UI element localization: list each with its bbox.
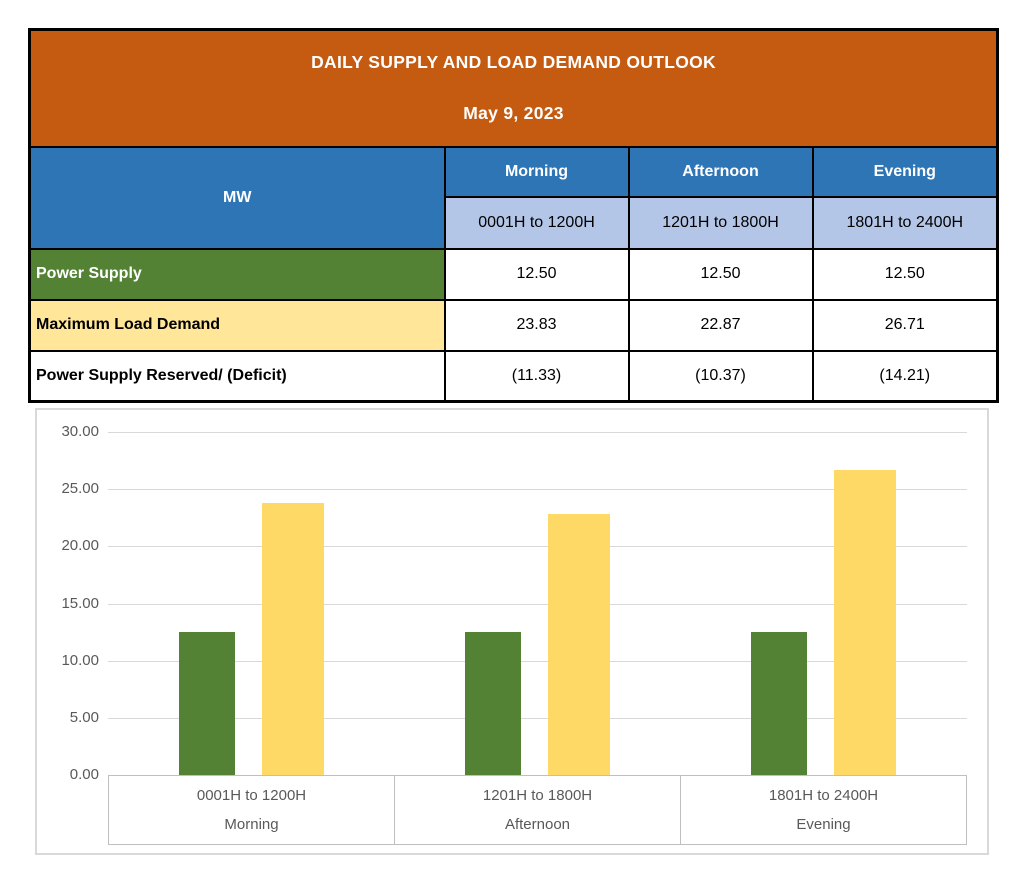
table-row-max-load-demand: Maximum Load Demand 23.83 22.87 26.71: [28, 298, 999, 352]
y-axis-tick-label: 0.00: [69, 766, 99, 783]
bar-maximum-load-demand-evening: [834, 469, 897, 775]
value-cell: 22.87: [627, 298, 814, 352]
bar-power-supply-afternoon: [464, 632, 521, 775]
x-axis-hours-label: 0001H to 1200H: [196, 787, 307, 805]
table-title: DAILY SUPPLY AND LOAD DEMAND OUTLOOK: [311, 52, 716, 73]
value-cell: (14.21): [811, 349, 999, 403]
x-axis-period-label: Afternoon: [504, 815, 571, 833]
x-axis-category-morning: 0001H to 1200H Morning: [109, 776, 394, 844]
bar-power-supply-morning: [178, 632, 235, 775]
gridline: [108, 717, 967, 719]
y-axis-tick-label: 5.00: [69, 708, 99, 726]
period-header-evening: Evening: [811, 145, 999, 198]
value-cell: 12.50: [627, 247, 814, 301]
gridline: [108, 603, 967, 605]
value-cell: (11.33): [443, 349, 630, 403]
unit-header-cell: MW: [28, 145, 446, 250]
chart: 30.00 25.00 20.00 15.00 10.00 5.00 0.00 0001H t…: [35, 408, 989, 855]
x-axis-category-afternoon: 1201H to 1800H Afternoon: [394, 776, 680, 844]
supply-demand-table: DAILY SUPPLY AND LOAD DEMAND OUTLOOK May…: [28, 28, 1000, 403]
period-header-morning: Morning: [443, 145, 630, 198]
table-row-power-supply: Power Supply 12.50 12.50 12.50: [28, 247, 999, 301]
x-axis-period-label: Evening: [796, 815, 851, 833]
gridline: [108, 546, 967, 548]
hours-header-evening: 1801H to 2400H: [811, 195, 999, 250]
gridline: [108, 489, 967, 491]
row-label-reserve-deficit: Power Supply Reserved/ (Deficit): [28, 349, 446, 403]
table-title-banner: DAILY SUPPLY AND LOAD DEMAND OUTLOOK May…: [28, 28, 999, 148]
x-axis-hours-label: 1201H to 1800H: [482, 787, 593, 805]
period-header-afternoon: Afternoon: [627, 145, 814, 198]
value-cell: 23.83: [443, 298, 630, 352]
x-axis-label-area: 0001H to 1200H Morning 1201H to 1800H After…: [108, 775, 967, 845]
hours-header-morning: 0001H to 1200H: [443, 195, 630, 250]
row-label-power-supply: Power Supply: [28, 247, 446, 301]
row-label-max-load-demand: Maximum Load Demand: [28, 298, 446, 352]
bar-maximum-load-demand-afternoon: [547, 513, 610, 775]
x-axis-period-label: Morning: [224, 815, 279, 833]
y-axis-tick-label: 15.00: [61, 594, 99, 612]
y-axis-tick-label: 20.00: [61, 537, 99, 555]
category-group-morning: [108, 432, 394, 775]
y-axis-tick-label: 25.00: [61, 480, 99, 498]
bar-power-supply-evening: [751, 632, 808, 775]
value-cell: (10.37): [627, 349, 814, 403]
value-cell: 12.50: [811, 247, 999, 301]
y-axis-tick-label: 10.00: [61, 651, 99, 669]
hours-header-afternoon: 1201H to 1800H: [627, 195, 814, 250]
y-axis-tick-label: 30.00: [61, 423, 99, 440]
table-row-reserve-deficit: Power Supply Reserved/ (Deficit) (11.33)…: [28, 349, 999, 403]
category-group-evening: [681, 432, 967, 775]
bar-maximum-load-demand-morning: [261, 502, 324, 775]
gridline: [108, 432, 967, 433]
category-group-afternoon: [394, 432, 680, 775]
x-axis-category-evening: 1801H to 2400H Evening: [680, 776, 966, 844]
table-date: May 9, 2023: [463, 103, 564, 124]
gridline: [108, 660, 967, 662]
value-cell: 26.71: [811, 298, 999, 352]
value-cell: 12.50: [443, 247, 630, 301]
x-axis-hours-label: 1801H to 2400H: [768, 787, 879, 805]
